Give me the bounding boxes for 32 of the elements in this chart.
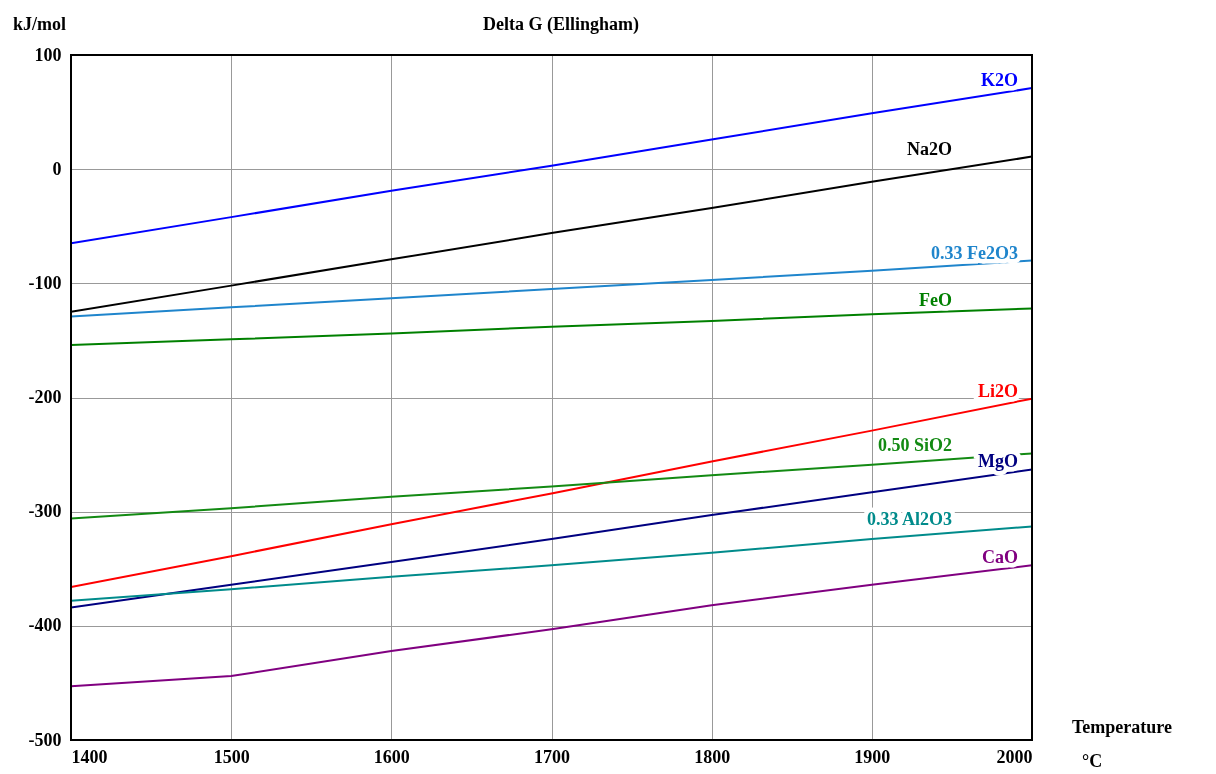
x-axis-title: Temperature °C — [1072, 717, 1172, 771]
line-series — [71, 397, 1032, 589]
series-label: MgO — [978, 451, 1018, 472]
chart-title: Delta G (Ellingham) — [483, 14, 639, 35]
x-tick-label: 1400 — [71, 746, 108, 767]
x-tick-label: 2000 — [996, 746, 1033, 767]
line-series — [71, 259, 1032, 318]
y-axis-title: kJ/mol — [13, 14, 67, 34]
x-tick-label: 1800 — [694, 746, 731, 767]
x-tick-label: 1900 — [854, 746, 891, 767]
series-label: Na2O — [907, 138, 952, 159]
y-tick-label: 0 — [52, 158, 62, 179]
series-label: 0.33 Fe2O3 — [931, 242, 1018, 263]
y-tick-label: -100 — [28, 272, 62, 293]
x-tick-label: 1700 — [534, 746, 570, 767]
line-series — [71, 307, 1032, 346]
series-label: Li2O — [977, 380, 1018, 401]
y-tick-label: -300 — [28, 501, 62, 522]
y-tick-label: -500 — [28, 729, 62, 750]
series-label: 0.50 SiO2 — [877, 435, 952, 456]
line-series — [71, 564, 1032, 688]
y-tick-label: 100 — [34, 44, 62, 65]
x-tick-label: 1600 — [373, 746, 410, 767]
line-series — [71, 87, 1032, 245]
line-series — [71, 525, 1032, 602]
y-tick-label: -200 — [28, 387, 62, 407]
series-label: FeO — [919, 290, 952, 311]
series-label: K2O — [980, 70, 1018, 91]
series-label: CaO — [982, 547, 1018, 568]
y-tick-label: -400 — [28, 615, 62, 636]
x-tick-label: 1500 — [213, 746, 250, 767]
series-label: 0.33 Al2O3 — [866, 508, 952, 529]
